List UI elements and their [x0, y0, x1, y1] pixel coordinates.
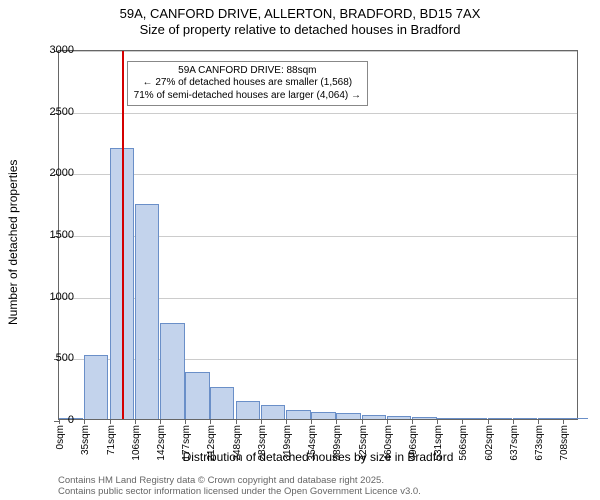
y-tick-label: 0: [34, 414, 74, 426]
x-tick-mark: [412, 419, 413, 424]
histogram-bar: [462, 418, 486, 419]
x-tick-mark: [160, 419, 161, 424]
footer: Contains HM Land Registry data © Crown c…: [58, 476, 421, 498]
x-axis-label: Distribution of detached houses by size …: [58, 450, 578, 464]
x-tick-mark: [538, 419, 539, 424]
reference-line: [122, 51, 124, 419]
histogram-bar: [412, 417, 436, 419]
x-tick-mark: [387, 419, 388, 424]
annotation-line: 71% of semi-detached houses are larger (…: [134, 90, 361, 103]
histogram-bar: [387, 416, 411, 419]
histogram-bar: [84, 355, 108, 419]
grid-line: [59, 51, 577, 52]
histogram-bar: [336, 413, 360, 419]
x-tick-mark: [110, 419, 111, 424]
histogram-bar: [513, 418, 537, 419]
x-tick-mark: [311, 419, 312, 424]
x-tick-mark: [563, 419, 564, 424]
y-tick-label: 500: [34, 352, 74, 364]
y-tick-label: 2000: [34, 167, 74, 179]
annotation-line: 59A CANFORD DRIVE: 88sqm: [134, 65, 361, 78]
histogram-bar: [236, 401, 260, 420]
histogram-bar: [160, 323, 184, 419]
histogram-bar: [362, 415, 386, 419]
footer-line2: Contains public sector information licen…: [58, 487, 421, 498]
histogram-bar: [286, 410, 310, 419]
x-tick-mark: [210, 419, 211, 424]
annotation-box: 59A CANFORD DRIVE: 88sqm← 27% of detache…: [127, 61, 368, 107]
x-tick-mark: [286, 419, 287, 424]
title-block: 59A, CANFORD DRIVE, ALLERTON, BRADFORD, …: [0, 0, 600, 37]
y-tick-label: 1000: [34, 291, 74, 303]
y-tick-label: 1500: [34, 229, 74, 241]
annotation-line: ← 27% of detached houses are smaller (1,…: [134, 77, 361, 90]
y-axis-label: Number of detached properties: [6, 160, 20, 325]
histogram-bar: [210, 387, 234, 419]
chart-container: 59A, CANFORD DRIVE, ALLERTON, BRADFORD, …: [0, 0, 600, 500]
x-tick-mark: [185, 419, 186, 424]
grid-line: [59, 174, 577, 175]
y-axis-label-text: Number of detached properties: [6, 160, 20, 325]
x-tick-mark: [362, 419, 363, 424]
x-tick-mark: [513, 419, 514, 424]
x-tick-mark: [488, 419, 489, 424]
x-tick-mark: [336, 419, 337, 424]
histogram-bar: [185, 372, 209, 419]
histogram-bar: [563, 418, 587, 419]
x-tick-mark: [135, 419, 136, 424]
title-line2: Size of property relative to detached ho…: [0, 22, 600, 38]
x-tick-mark: [437, 419, 438, 424]
histogram-bar: [488, 418, 512, 419]
histogram-bar: [311, 412, 335, 419]
x-tick-mark: [261, 419, 262, 424]
title-line1: 59A, CANFORD DRIVE, ALLERTON, BRADFORD, …: [0, 6, 600, 22]
x-tick-mark: [84, 419, 85, 424]
y-tick-label: 2500: [34, 106, 74, 118]
grid-line: [59, 113, 577, 114]
histogram-bar: [538, 418, 562, 419]
histogram-bar: [135, 204, 159, 419]
histogram-bar: [437, 418, 461, 419]
x-tick-mark: [462, 419, 463, 424]
y-tick-label: 3000: [34, 44, 74, 56]
x-tick-mark: [236, 419, 237, 424]
plot-area: 0sqm35sqm71sqm106sqm142sqm177sqm212sqm24…: [58, 50, 578, 420]
histogram-bar: [261, 405, 285, 419]
